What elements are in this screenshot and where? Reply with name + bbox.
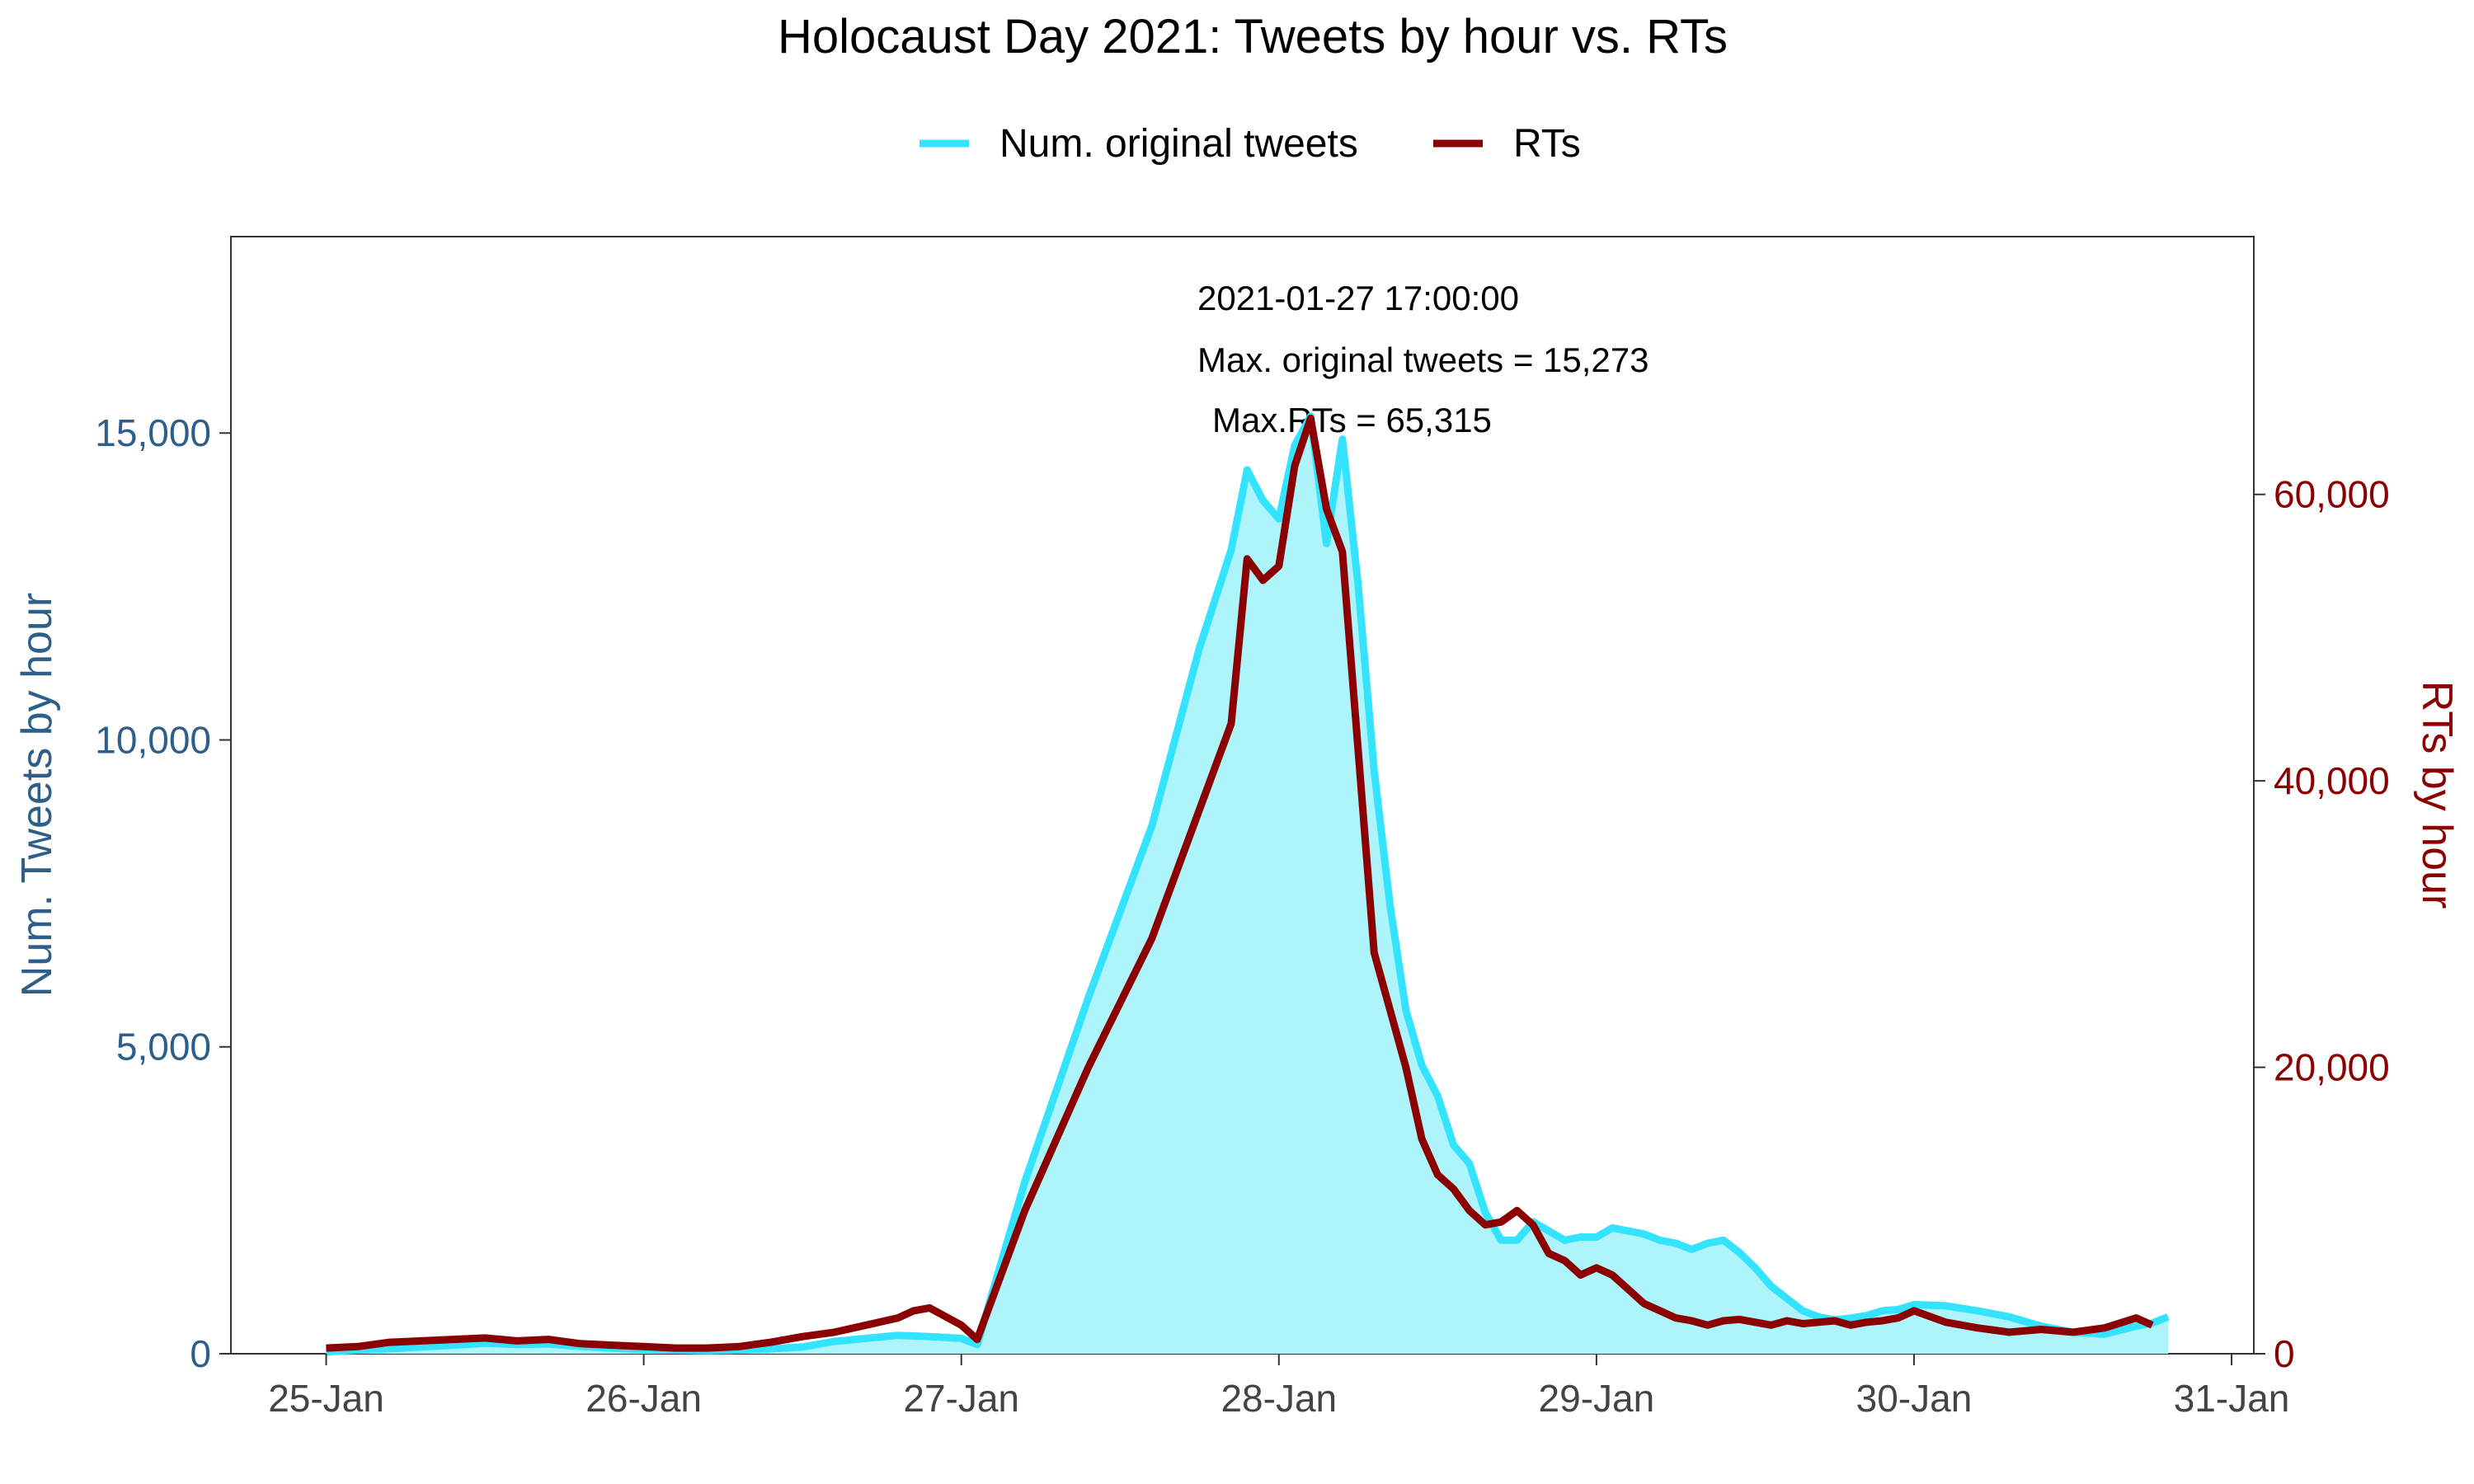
- x-tick-label: 29-Jan: [1539, 1377, 1655, 1420]
- y-axis-left-title: Num. Tweets by hour: [13, 593, 61, 997]
- x-tick-label: 30-Jan: [1856, 1377, 1973, 1420]
- y-left-tick-label: 0: [190, 1332, 211, 1375]
- y-right-tick-label: 60,000: [2274, 473, 2390, 516]
- legend: Num. original tweets RTs: [920, 122, 1581, 166]
- x-tick-label: 28-Jan: [1221, 1377, 1337, 1420]
- y-axis-right-title: RTs by hour: [2413, 681, 2461, 909]
- x-tick-label: 27-Jan: [903, 1377, 1019, 1420]
- legend-label-rts: RTs: [1513, 122, 1581, 166]
- peak-annotation: 2021-01-27 17:00:00 Max. original tweets…: [1197, 279, 1649, 439]
- x-tick-label: 25-Jan: [268, 1377, 384, 1420]
- y-left-tick-label: 10,000: [95, 718, 211, 761]
- y-right-tick-label: 40,000: [2274, 759, 2390, 802]
- annotation-max-tweets: Max. original tweets = 15,273: [1197, 340, 1649, 379]
- y-left-tick-label: 15,000: [95, 411, 211, 454]
- y-left-tick-label: 5,000: [116, 1026, 211, 1068]
- y-right-tick-label: 20,000: [2274, 1046, 2390, 1089]
- chart-axes: 25-Jan 26-Jan 27-Jan 28-Jan 29-Jan 30-Jan 31-J…: [95, 411, 2389, 1420]
- x-tick-label: 26-Jan: [586, 1377, 702, 1420]
- annotation-timestamp: 2021-01-27 17:00:00: [1197, 279, 1519, 317]
- chart-title: Holocaust Day 2021: Tweets by hour vs. R…: [778, 10, 1728, 63]
- legend-label-tweets: Num. original tweets: [999, 122, 1358, 166]
- chart-marks: [326, 412, 2170, 1356]
- series-area-tweets: [326, 416, 2168, 1354]
- annotation-max-rts: Max.RTs = 65,315: [1212, 401, 1492, 439]
- series-line-rts: [326, 414, 2154, 1352]
- x-tick-label: 31-Jan: [2174, 1377, 2290, 1420]
- y-right-tick-label: 0: [2274, 1332, 2295, 1375]
